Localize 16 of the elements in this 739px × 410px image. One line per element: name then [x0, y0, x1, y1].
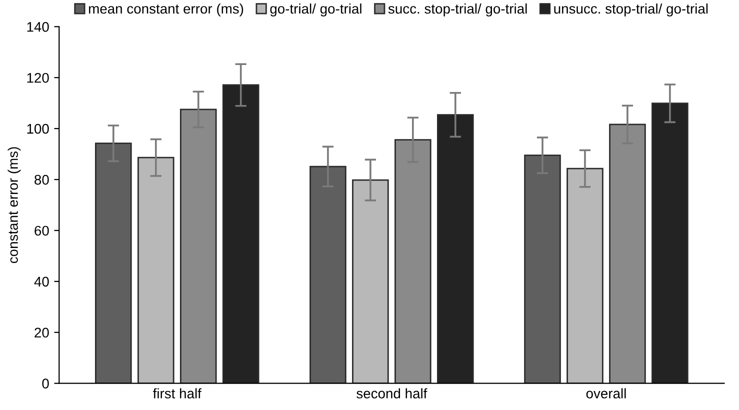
legend-label: go-trial/ go-trial	[270, 3, 362, 16]
x-tick-label: second half	[356, 388, 428, 398]
y-tick-label: 20	[34, 328, 49, 338]
legend-label: mean constant error (ms)	[88, 3, 244, 16]
y-tick-label: 60	[34, 226, 49, 236]
legend-label: unsucc. stop-trial/ go-trial	[554, 3, 708, 16]
y-tick-label: 120	[27, 72, 49, 83]
y-tick-label: 140	[27, 22, 49, 32]
y-tick-label: 40	[34, 276, 49, 287]
y-tick-label: 100	[27, 124, 49, 134]
y-axis-title: constant error (ms)	[8, 147, 21, 264]
x-tick-label: overall	[586, 388, 626, 398]
y-tick-label: 80	[34, 174, 49, 185]
y-tick-label: 0	[42, 378, 49, 389]
x-tick-label: first half	[153, 388, 202, 398]
legend-label: succ. stop-trial/ go-trial	[388, 3, 527, 16]
